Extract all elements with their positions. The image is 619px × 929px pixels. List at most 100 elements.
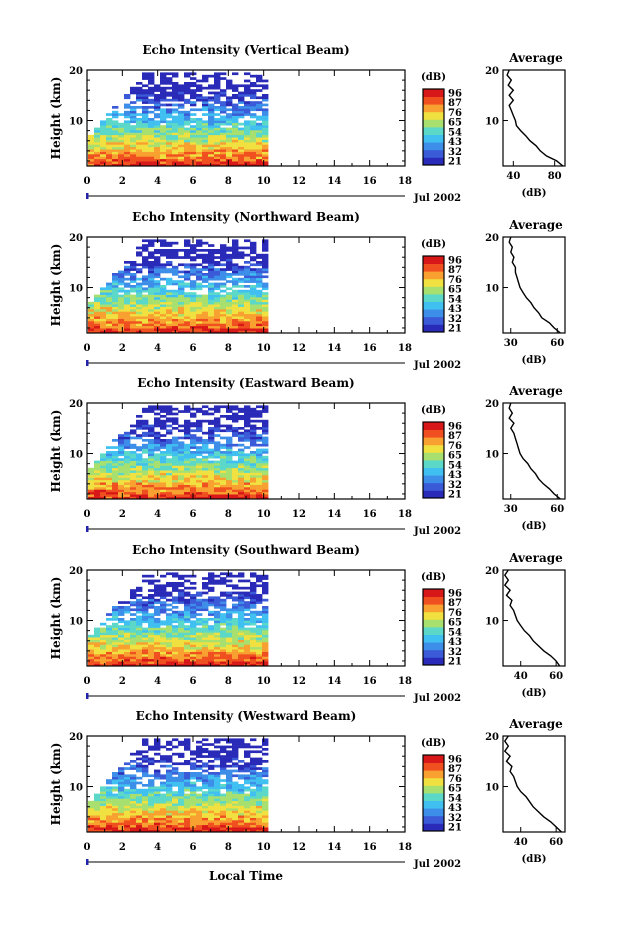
heat-cell [178, 313, 185, 317]
heat-cell [178, 663, 185, 667]
heat-cell [244, 786, 251, 790]
heat-cell [142, 158, 149, 162]
heat-cell [106, 134, 113, 138]
heat-cell [232, 110, 239, 114]
heat-cell [184, 132, 191, 136]
heat-cell [202, 441, 209, 445]
heat-cell [208, 137, 215, 140]
heat-cell [238, 417, 245, 421]
heat-cell [232, 156, 239, 160]
heat-cell [130, 798, 137, 802]
heat-cell [178, 113, 185, 116]
heat-cell [208, 601, 215, 604]
heat-cell [130, 622, 137, 626]
heat-cell [136, 608, 143, 612]
heat-cell [100, 634, 107, 638]
heat-cell [202, 625, 209, 628]
heat-cell [166, 479, 173, 483]
heat-cell [166, 465, 173, 469]
heat-cell [172, 606, 179, 609]
heat-cell [118, 772, 125, 775]
avg-x-axis-label: (dB) [522, 854, 547, 865]
heat-cell [250, 134, 257, 138]
heat-cell [136, 658, 143, 662]
heat-cell [232, 253, 239, 257]
heat-cell [250, 601, 257, 604]
heat-cell [166, 803, 173, 806]
heat-cell [262, 491, 269, 495]
x-tick-label: 0 [84, 343, 91, 354]
heat-cell [214, 755, 221, 758]
heat-cell [238, 280, 245, 283]
heat-cell [238, 740, 245, 744]
heat-cell [244, 277, 251, 281]
heat-cell [166, 654, 173, 657]
heat-cell [94, 132, 101, 136]
heat-cell [160, 94, 167, 97]
heat-cell [148, 434, 155, 437]
heat-cell [214, 316, 221, 319]
heat-cell [154, 436, 161, 440]
x-tick-label: 12 [292, 176, 306, 187]
heat-cell [136, 455, 143, 459]
heat-cell [184, 594, 191, 597]
heat-cell [226, 458, 233, 461]
heat-cell [256, 74, 263, 78]
heat-cell [148, 829, 155, 833]
heat-cell [94, 793, 101, 797]
heat-cell [256, 491, 263, 495]
heat-cell [250, 330, 257, 334]
heat-cell [178, 632, 185, 636]
heat-cell [124, 142, 131, 145]
heat-cell [244, 817, 251, 821]
heat-cell [100, 299, 107, 303]
heat-cell [220, 106, 227, 109]
heat-cell [244, 793, 251, 797]
heat-cell [226, 658, 233, 662]
heat-cell [202, 134, 209, 138]
heat-cell [226, 663, 233, 667]
heat-cell [238, 803, 245, 806]
colorbar-frame [422, 754, 445, 832]
heat-cell [190, 451, 197, 454]
heat-cell [172, 427, 179, 430]
heat-cell [190, 149, 197, 152]
heat-cell [100, 805, 107, 809]
heat-cell [250, 594, 257, 597]
heat-cell [94, 304, 101, 307]
heat-cell [220, 282, 227, 286]
heat-cell [106, 470, 113, 473]
colorbar-swatch [423, 490, 444, 499]
heat-cell [136, 297, 143, 300]
heat-cell [208, 287, 215, 291]
heat-cell [250, 82, 257, 85]
heat-cell [256, 151, 263, 155]
heat-cell [208, 251, 215, 255]
heat-cell [130, 268, 137, 271]
heat-cell [256, 460, 263, 464]
heat-cell [250, 634, 257, 638]
heat-cell [202, 618, 209, 621]
heat-cell [112, 475, 119, 478]
heat-cell [196, 448, 203, 452]
heat-cell [88, 146, 95, 150]
heat-cell [244, 163, 251, 167]
heat-cell [208, 487, 215, 490]
heat-cell [160, 330, 167, 334]
colorbar-swatch [423, 89, 444, 97]
heat-cell [154, 646, 161, 650]
heat-cell [202, 277, 209, 281]
heat-cell [190, 822, 197, 826]
heat-cell [232, 608, 239, 612]
heat-cell [88, 644, 95, 648]
heat-cell [172, 796, 179, 799]
heat-cell [250, 161, 257, 164]
heat-cell [232, 627, 239, 631]
heat-cell [118, 446, 125, 449]
heat-cell [154, 786, 161, 790]
heat-cell [238, 265, 245, 269]
heat-cell [142, 280, 149, 283]
heat-cell [142, 110, 149, 114]
heat-cell [202, 479, 209, 483]
heat-cell [154, 443, 161, 447]
